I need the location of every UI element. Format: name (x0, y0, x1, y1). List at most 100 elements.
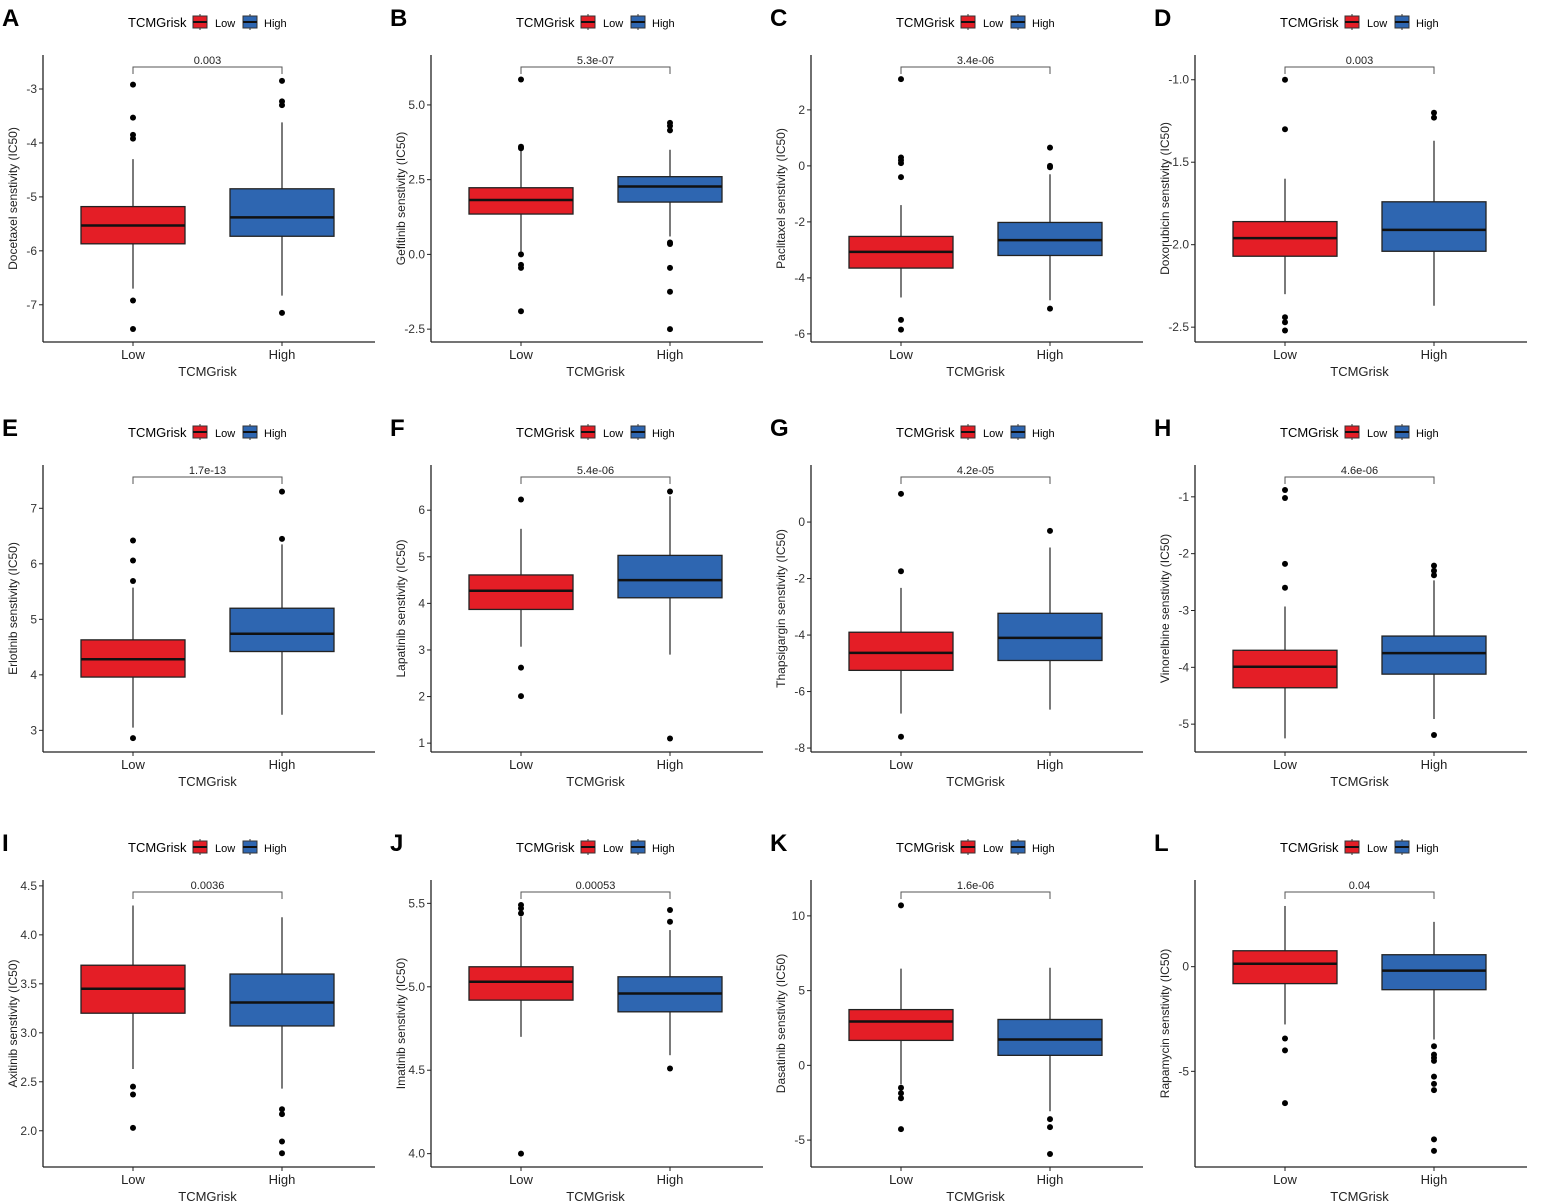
y-tick-label: 2.0 (20, 1124, 37, 1138)
boxplot-panel-j: J TCMGrisk Low High 4.0 4.5 5.0 5.5 Imatinib sen… (390, 830, 763, 1203)
boxplot-panel-f: F TCMGrisk Low High 1 2 3 4 5 6 Lapatinib senstivi… (390, 415, 763, 789)
box-high-outlier (667, 122, 673, 129)
box-low (848, 1008, 954, 1042)
box-low-outlier (1282, 314, 1288, 321)
y-tick-label: -4 (794, 628, 805, 642)
x-tick-label: High (1421, 347, 1448, 362)
legend-title: TCMGrisk (896, 15, 955, 30)
box-low (468, 574, 574, 611)
box-high-outlier (1431, 1147, 1437, 1154)
box-high-outlier (667, 1065, 673, 1072)
box-high-outlier (279, 1106, 285, 1113)
legend-label: High (1416, 18, 1439, 30)
box-high (229, 973, 335, 1027)
legend-label: High (1416, 843, 1439, 855)
y-tick-label: 4 (418, 596, 425, 610)
panel-letter: A (2, 5, 19, 32)
y-tick-label: 4.5 (20, 879, 37, 893)
box-high-outlier (1047, 1124, 1053, 1131)
y-tick-label: -2.5 (1168, 320, 1189, 334)
y-axis-label: Vinorelbine senstivity (IC50) (1158, 534, 1172, 683)
y-tick-label: 4.5 (408, 1063, 425, 1077)
y-tick-label: -5 (794, 1133, 805, 1147)
box-low-outlier (130, 578, 136, 585)
y-tick-label: 6 (30, 557, 37, 571)
p-value-label: 0.04 (1349, 880, 1370, 892)
panel-letter: I (2, 830, 9, 857)
x-axis-label: TCMGrisk (946, 774, 1005, 789)
y-tick-label: -4 (1178, 660, 1189, 674)
box-high-outlier (667, 288, 673, 295)
boxplot-panel-e: E TCMGrisk Low High 3 4 5 6 7 Erlotinib senstivit… (2, 415, 375, 789)
x-tick-label: High (657, 347, 684, 362)
y-tick-label: 0 (798, 159, 805, 173)
boxplot-panel-c: C TCMGrisk Low High -6 -4 -2 0 2 Paclitaxel senst… (770, 5, 1143, 379)
significance-bracket (900, 891, 1051, 899)
y-tick-label: 3.5 (20, 977, 37, 991)
y-tick-label: 2.5 (408, 173, 425, 187)
x-tick-label: High (269, 347, 296, 362)
box-low (468, 966, 574, 1001)
legend-label: Low (1367, 18, 1387, 30)
box-low-outlier (1282, 76, 1288, 83)
y-tick-label: -3 (26, 82, 37, 96)
significance-bracket (520, 891, 671, 899)
legend-label: High (1032, 18, 1055, 30)
legend-title: TCMGrisk (1280, 15, 1339, 30)
p-value-label: 0.0036 (191, 880, 225, 892)
p-value-label: 0.003 (194, 55, 222, 67)
panel-letter: C (770, 5, 787, 32)
y-axis-label: Thapsigargin senstivity (IC50) (774, 529, 788, 688)
legend-label: High (652, 18, 675, 30)
boxplot-panel-b: B TCMGrisk Low High -2.5 0.0 2.5 5.0 Gefitinib s… (390, 5, 763, 379)
x-tick-label: Low (121, 347, 145, 362)
y-tick-label: -1.0 (1168, 73, 1189, 87)
x-tick-label: Low (509, 347, 533, 362)
box-low-outlier (898, 490, 904, 497)
box-low-outlier (518, 264, 524, 271)
box-low-outlier (898, 568, 904, 575)
box-high-outlier (1047, 527, 1053, 534)
significance-bracket (132, 891, 283, 899)
legend-title: TCMGrisk (896, 840, 955, 855)
box-low-outlier (1282, 1035, 1288, 1042)
y-tick-label: 2.5 (20, 1075, 37, 1089)
box-high (229, 607, 335, 653)
x-axis-label: TCMGrisk (566, 364, 625, 379)
box-low-outlier (898, 1126, 904, 1133)
box-low-outlier (1282, 487, 1288, 494)
box-high-outlier (279, 309, 285, 316)
x-tick-label: High (1037, 757, 1064, 772)
box-high-outlier (667, 488, 673, 495)
y-tick-label: -2 (1178, 547, 1189, 561)
box-high-outlier (667, 735, 673, 742)
y-tick-label: 1 (418, 736, 425, 750)
box-low-outlier (898, 160, 904, 167)
y-tick-label: 3.0 (20, 1026, 37, 1040)
box-low-outlier (130, 1124, 136, 1131)
panel-letter: G (770, 415, 789, 442)
box-high (229, 188, 335, 237)
box-low-outlier (898, 76, 904, 83)
y-tick-label: -8 (794, 741, 805, 755)
box-high-outlier (1431, 1087, 1437, 1094)
box-high-outlier (1431, 109, 1437, 116)
box-low-outlier (518, 143, 524, 150)
box-high-outlier (1431, 1136, 1437, 1143)
x-tick-label: High (1037, 347, 1064, 362)
box-high-outlier (1431, 1043, 1437, 1050)
box-low-outlier (518, 910, 524, 917)
box-low (1232, 649, 1338, 689)
box-high (997, 1018, 1103, 1056)
legend-label: High (264, 428, 287, 440)
p-value-label: 5.3e-07 (577, 55, 614, 67)
y-tick-label: 10 (792, 909, 806, 923)
y-tick-label: 5 (30, 612, 37, 626)
box-high-outlier (1431, 1073, 1437, 1080)
x-tick-label: Low (1273, 347, 1297, 362)
box-low-outlier (898, 1095, 904, 1102)
box-low-outlier (1282, 126, 1288, 133)
p-value-label: 3.4e-06 (957, 55, 994, 67)
significance-bracket (900, 476, 1051, 484)
y-tick-label: 5 (798, 984, 805, 998)
